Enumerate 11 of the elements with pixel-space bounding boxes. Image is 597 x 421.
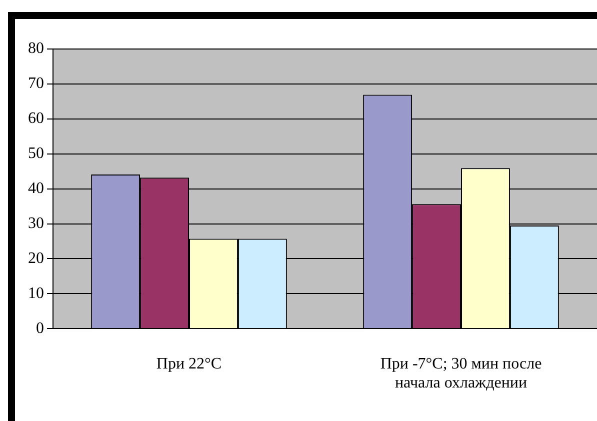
y-tick-label: 20 [28,250,44,267]
y-tick-label: 50 [28,145,44,162]
y-tick-label: 80 [28,40,44,58]
x-tick-label: При -7°С; 30 мин после начала охлаждении [380,355,542,392]
y-tick-label: 30 [28,214,44,232]
x-tick-label: При 22°С [156,355,222,372]
y-tick-label: 40 [28,180,44,198]
y-tick-label: 60 [28,110,44,128]
y-tick-label: 70 [28,75,44,92]
y-tick-label: 10 [28,284,44,302]
y-tick-label: 0 [36,320,44,337]
